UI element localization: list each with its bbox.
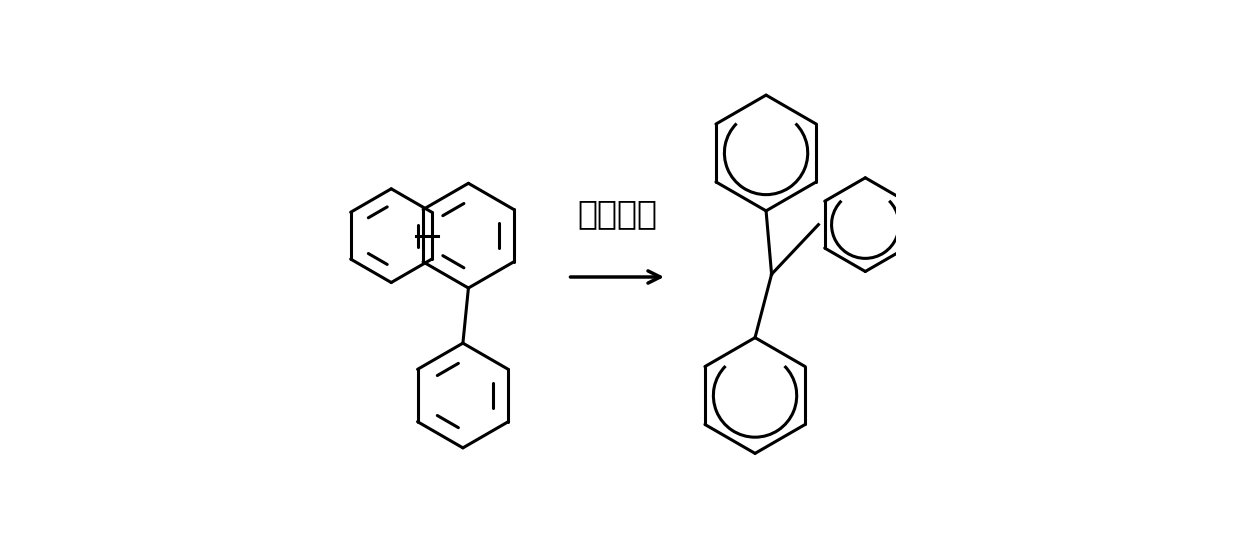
Text: 催化氢化: 催化氢化 — [578, 197, 657, 230]
